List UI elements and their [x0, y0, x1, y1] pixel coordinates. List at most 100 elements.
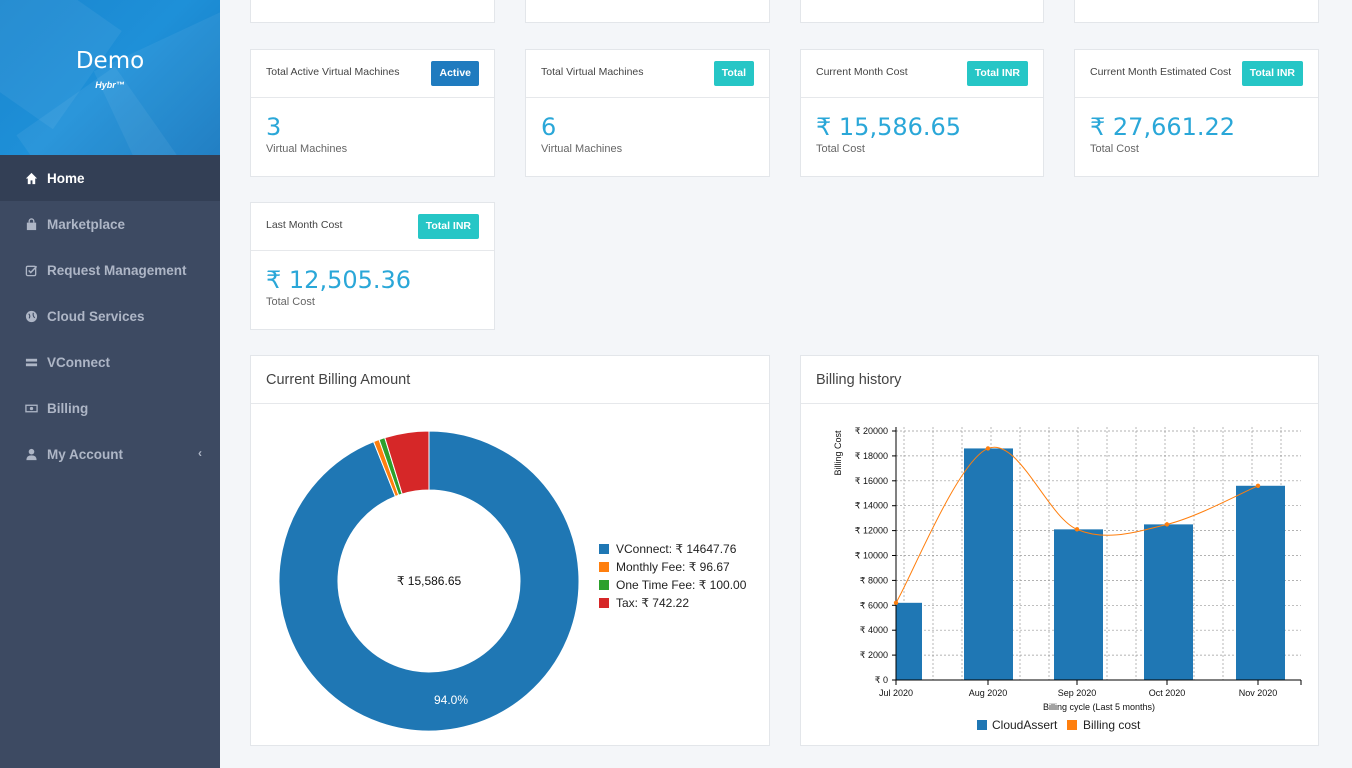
slice-vconnect[interactable] [278, 430, 580, 732]
y-tick-label: ₹ 20000 [855, 426, 888, 436]
y-tick-label: ₹ 0 [875, 675, 888, 685]
legend-label-cloudassert: CloudAssert [992, 718, 1058, 732]
x-tick-label: Sep 2020 [1058, 688, 1097, 698]
partial-card [250, 0, 495, 23]
nav-label: My Account [47, 446, 124, 462]
stat-card-active-vms: Total Active Virtual Machines Active 3 V… [250, 49, 495, 177]
status-badge: Total INR [417, 214, 479, 239]
nav-item-home[interactable]: Home [0, 155, 220, 201]
x-tick-label: Nov 2020 [1239, 688, 1278, 698]
billing-history-chart: ₹ 0 ₹ 2000 ₹ 4000 ₹ 6000 ₹ 8000 ₹ 10000 ₹ 1200… [833, 426, 1302, 732]
legend-swatch-cloudassert [977, 720, 987, 730]
nav-item-vconnect[interactable]: VConnect [0, 339, 220, 385]
nav-item-my-account[interactable]: My Account ‹ [0, 431, 220, 477]
status-badge: Active [431, 61, 479, 86]
billing-cost-point[interactable] [893, 600, 899, 606]
partial-card [525, 0, 770, 23]
nav-item-marketplace[interactable]: Marketplace [0, 201, 220, 247]
globe-icon [24, 309, 38, 323]
card-value: 6 [541, 113, 557, 141]
legend-item-tax: Tax: ₹ 742.22 [599, 596, 689, 610]
brand-subtitle: Hybr™ [95, 80, 125, 90]
partial-card [1074, 0, 1319, 23]
status-badge: Total [713, 61, 754, 86]
card-label: Total Active Virtual Machines [266, 66, 400, 78]
y-tick-label: ₹ 4000 [860, 625, 888, 635]
stat-card-estimated-cost: Current Month Estimated Cost Total INR ₹… [1074, 49, 1319, 177]
y-tick-label: ₹ 2000 [860, 650, 888, 660]
brand-header: Demo Hybr™ [0, 0, 220, 155]
nav-label: Billing [47, 400, 89, 416]
bar-jul-2020[interactable] [896, 602, 922, 680]
panel-title: Current Billing Amount [266, 372, 411, 388]
user-icon [24, 447, 38, 461]
card-subtitle: Total Cost [1090, 143, 1139, 155]
legend-swatch [599, 544, 609, 554]
legend-label: VConnect: ₹ 14647.76 [616, 542, 737, 556]
billing-cost-point[interactable] [1255, 483, 1261, 488]
bar-sep-2020[interactable] [1054, 529, 1103, 680]
billing-cost-point[interactable] [1164, 522, 1170, 527]
y-tick-label: ₹ 6000 [860, 600, 888, 610]
partial-card [800, 0, 1044, 23]
y-tick-label: ₹ 14000 [855, 501, 888, 511]
panel-title: Billing history [816, 372, 902, 388]
bar-aug-2020[interactable] [964, 448, 1013, 680]
nav-item-cloud-services[interactable]: Cloud Services [0, 293, 220, 339]
slice-percent-label: 94.0% [434, 693, 468, 707]
nav-item-request-management[interactable]: Request Management [0, 247, 220, 293]
card-value: 3 [266, 113, 282, 141]
y-axis-label: Billing Cost [833, 430, 843, 476]
card-value: ₹ 12,505.36 [266, 266, 412, 294]
card-value: ₹ 15,586.65 [816, 113, 962, 141]
nav-label: Cloud Services [47, 308, 145, 324]
legend-label: Tax: ₹ 742.22 [616, 596, 690, 610]
sidebar: Demo Hybr™ Home Marketplace Request Mana… [0, 0, 220, 768]
brand-title: Demo [75, 48, 145, 74]
card-subtitle: Total Cost [816, 143, 865, 155]
legend-swatch [599, 598, 609, 608]
billing-cost-point[interactable] [985, 446, 991, 451]
billing-history-panel: Billing history ₹ 0 ₹ 2000 ₹ 4000 ₹ 6000 ₹ 8… [800, 355, 1319, 746]
status-badge: Total INR [1241, 61, 1303, 86]
y-tick-label: ₹ 10000 [855, 551, 888, 561]
home-icon [24, 171, 38, 185]
x-tick-label: Oct 2020 [1149, 688, 1186, 698]
legend-swatch [599, 562, 609, 572]
y-tick-label: ₹ 8000 [860, 575, 888, 585]
nav-item-billing[interactable]: Billing [0, 385, 220, 431]
nav-label: Request Management [47, 262, 187, 278]
nav-label: VConnect [47, 354, 111, 370]
card-subtitle: Virtual Machines [266, 143, 348, 155]
stat-card-current-month-cost: Current Month Cost Total INR ₹ 15,586.65… [800, 49, 1044, 177]
card-label: Current Month Estimated Cost [1090, 66, 1232, 78]
server-icon [24, 355, 38, 369]
stat-card-total-vms: Total Virtual Machines Total 6 Virtual M… [525, 49, 770, 177]
chevron-left-icon[interactable]: ‹ [198, 446, 202, 460]
slice-tax[interactable] [384, 430, 430, 495]
legend-item-monthly-fee: Monthly Fee: ₹ 96.67 [599, 560, 730, 574]
money-icon [24, 401, 38, 415]
legend-item-vconnect: VConnect: ₹ 14647.76 [599, 542, 736, 556]
card-label: Current Month Cost [816, 66, 908, 78]
check-square-icon [24, 263, 38, 277]
donut-center-label: ₹ 15,586.65 [397, 574, 462, 588]
bar-oct-2020[interactable] [1144, 524, 1193, 680]
card-subtitle: Total Cost [266, 296, 315, 308]
billing-cost-point[interactable] [1074, 527, 1080, 532]
card-label: Total Virtual Machines [541, 66, 644, 78]
shopping-bag-icon [24, 217, 38, 231]
status-badge: Total INR [966, 61, 1028, 86]
nav-label: Home [47, 170, 85, 186]
legend-swatch [599, 580, 609, 590]
y-tick-label: ₹ 12000 [855, 526, 888, 536]
bar-nov-2020[interactable] [1236, 485, 1285, 680]
legend-item-one-time-fee: One Time Fee: ₹ 100.00 [599, 578, 746, 592]
x-tick-label: Aug 2020 [969, 688, 1008, 698]
legend-label-billing-cost: Billing cost [1083, 718, 1141, 732]
x-tick-label: Jul 2020 [879, 688, 913, 698]
x-axis-label: Billing cycle (Last 5 months) [1043, 702, 1155, 712]
nav-label: Marketplace [47, 216, 126, 232]
card-value: ₹ 27,661.22 [1090, 113, 1236, 141]
legend-swatch-billing-cost [1067, 720, 1077, 730]
